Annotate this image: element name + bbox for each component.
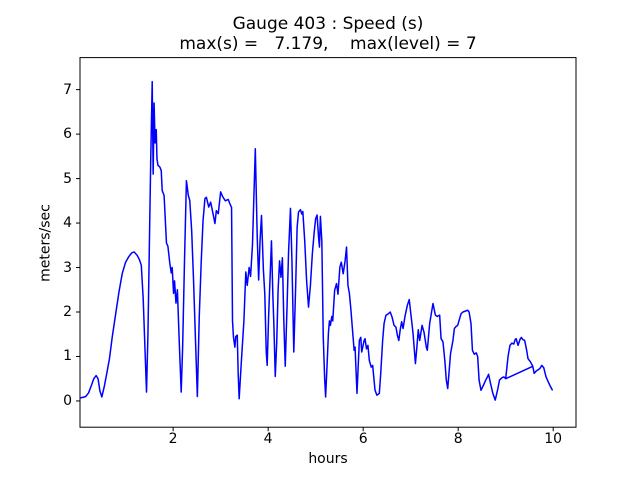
x-tick-label: 6	[358, 431, 368, 447]
plot-area	[79, 57, 577, 428]
y-tick-label: 1	[63, 348, 72, 365]
x-tick-label: 2	[168, 431, 178, 447]
y-tick-label: 3	[63, 259, 72, 276]
gap-chord-line	[505, 365, 534, 380]
x-tick-label: 10	[544, 431, 563, 447]
x-tick-label: 8	[453, 431, 463, 447]
y-tick-label: 6	[63, 126, 72, 143]
y-tick-label: 5	[63, 170, 72, 187]
chart-title: Gauge 403 : Speed (s)	[232, 14, 424, 34]
x-axis-label: hours	[308, 451, 348, 467]
y-tick-label: 2	[63, 304, 72, 320]
x-tick-label: 4	[263, 431, 273, 447]
y-tick-label: 0	[63, 392, 72, 409]
y-tick-label: 4	[63, 215, 72, 232]
speed-line	[79, 80, 553, 401]
chart-subtitle: max(s) = 7.179, max(level) = 7	[179, 34, 477, 54]
y-tick-label: 7	[63, 81, 72, 98]
x-axis-ticks	[172, 427, 554, 432]
y-axis-ticks	[76, 89, 80, 402]
